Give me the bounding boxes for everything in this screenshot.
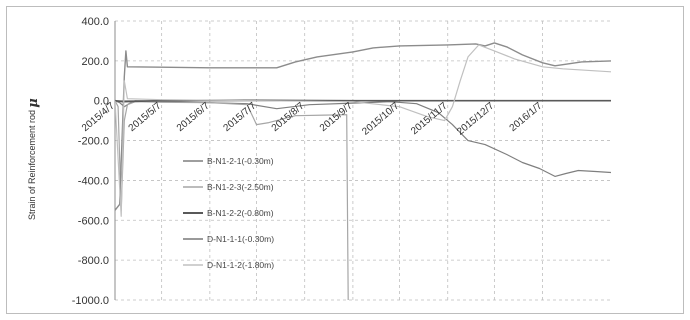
x-tick-label: 2015/11/7 xyxy=(409,100,450,137)
legend-label-4: D-N1-1-1(-0.30m) xyxy=(207,234,274,244)
x-tick-labels: 2015/4/7 2015/5/7 2015/6/7 2015/7/7 2015/8/7… xyxy=(80,100,545,137)
x-tick-label: 2015/6/7 xyxy=(175,100,212,134)
x-tick-label: 2015/12/7 xyxy=(455,100,496,137)
y-axis-label: Strain of Reinforcement rod xyxy=(27,110,37,220)
y-axis-unit-symbol: μ xyxy=(26,98,41,108)
y-tick-label: -800.0 xyxy=(78,255,109,267)
y-tick-label: -600.0 xyxy=(78,215,109,227)
y-tick-label: 0.0 xyxy=(94,96,109,108)
legend-label-1: B-N1-2-1(-0.30m) xyxy=(207,156,274,166)
legend-label-3: B-N1-2-2(-0.80m) xyxy=(207,208,274,218)
chart-frame: 400.0 200.0 0.0 -200.0 -400.0 -600.0 -800.0 -10… xyxy=(6,6,684,314)
y-tick-labels: 400.0 200.0 0.0 -200.0 -400.0 -600.0 -800.0 -10… xyxy=(72,16,109,307)
x-tick-label: 2015/9/7 xyxy=(318,100,355,134)
legend-label-2: B-N1-2-3(-2.50m) xyxy=(207,182,274,192)
series-line-5 xyxy=(115,44,611,217)
series-lines xyxy=(115,42,611,300)
legend: B-N1-2-1(-0.30m) B-N1-2-3(-2.50m) B-N1-2-2… xyxy=(183,156,274,270)
x-tick-label: 2015/5/7 xyxy=(127,100,164,134)
y-tick-label: 400.0 xyxy=(81,16,109,28)
gridlines xyxy=(115,20,611,301)
series-line-4 xyxy=(115,42,611,211)
x-tick-label: 2015/10/7 xyxy=(360,100,401,137)
x-tick-label: 2016/1/7 xyxy=(508,100,545,134)
y-tick-label: 200.0 xyxy=(81,56,109,68)
y-tick-label: -200.0 xyxy=(78,136,109,148)
y-tick-label: -400.0 xyxy=(78,175,109,187)
x-tick-label: 2015/8/7 xyxy=(270,100,307,134)
strain-line-chart: 400.0 200.0 0.0 -200.0 -400.0 -600.0 -800.0 -10… xyxy=(26,16,611,307)
y-tick-label: -1000.0 xyxy=(72,295,109,307)
y-axis-title: Strain of Reinforcement rod μ xyxy=(26,98,41,220)
legend-label-5: D-N1-1-2(-1.80m) xyxy=(207,260,274,270)
